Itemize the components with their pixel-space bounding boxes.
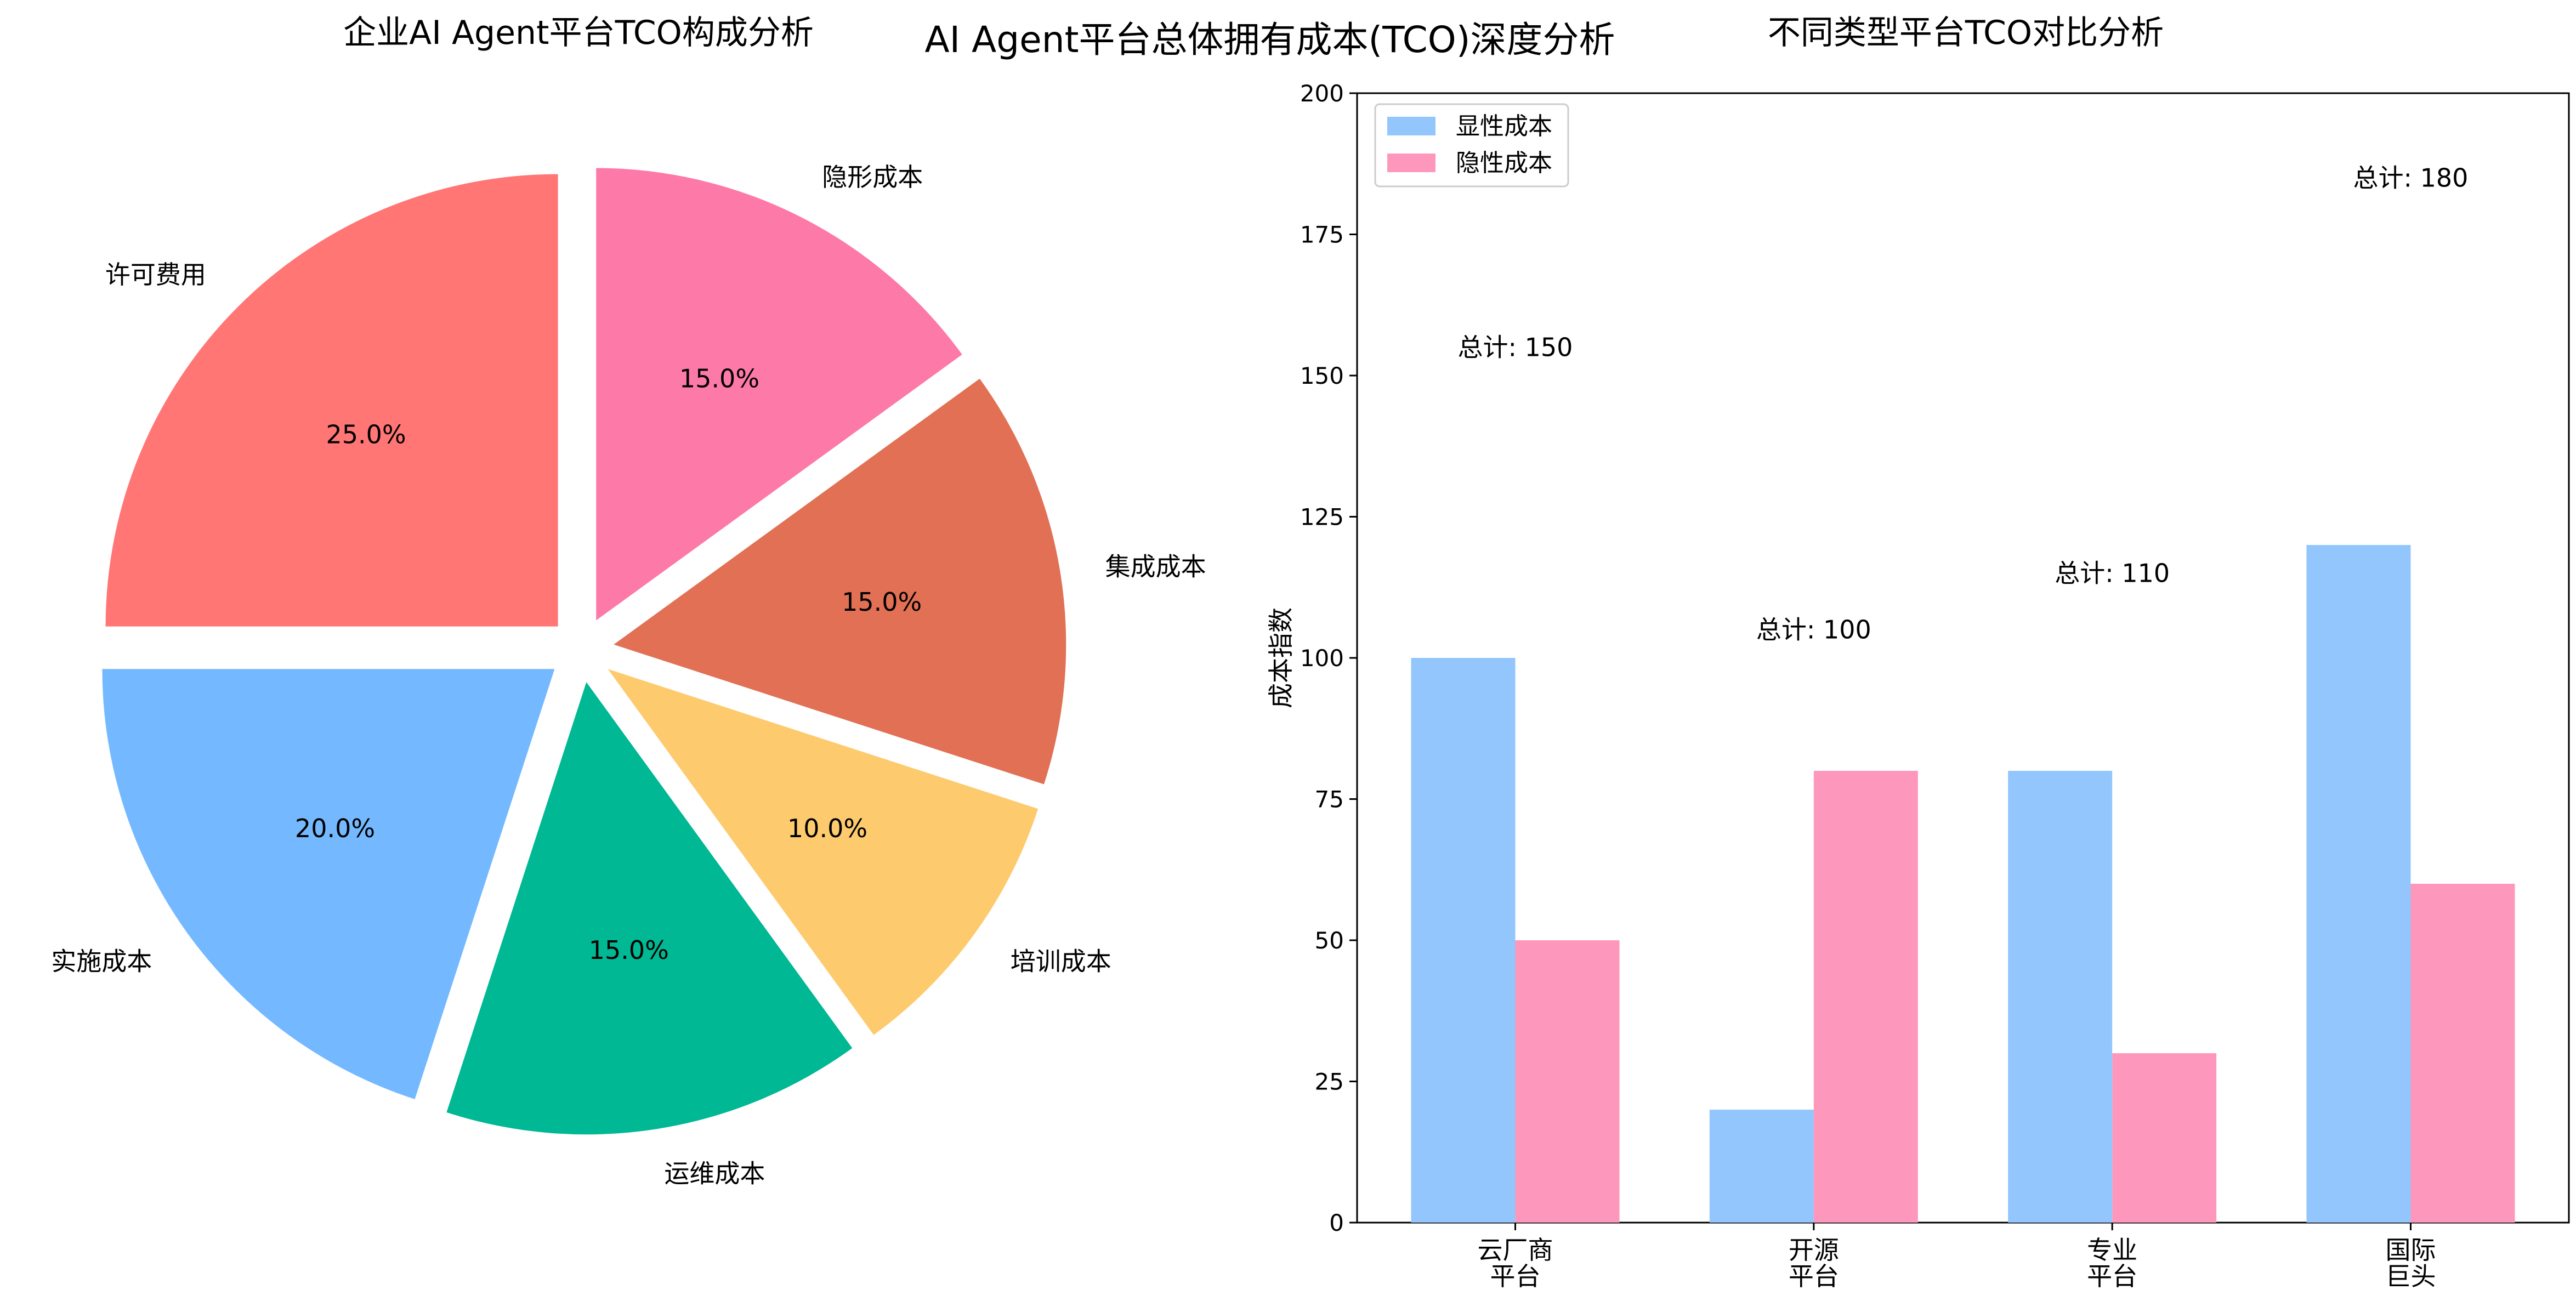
pie-slice-label: 许可费用: [105, 260, 206, 289]
pie-slice-5: [614, 378, 1066, 785]
bar-explicit-3: [2008, 771, 2113, 1223]
x-tick-label: 开源: [1789, 1235, 1839, 1265]
y-tick-label: 25: [1315, 1069, 1344, 1095]
legend-label-hidden: 隐性成本: [1456, 149, 1552, 177]
x-tick-label: 平台: [1490, 1262, 1540, 1291]
x-tick-label: 专业: [2087, 1235, 2137, 1265]
legend-label-explicit: 显性成本: [1456, 112, 1552, 140]
pie-slice-label: 培训成本: [1011, 947, 1111, 976]
bar-hidden-3: [2112, 1053, 2217, 1223]
pie-slice-3: [446, 682, 853, 1135]
y-tick-label: 200: [1300, 80, 1344, 107]
bar-hidden-1: [1515, 940, 1620, 1223]
bar-hidden-4: [2410, 884, 2515, 1223]
bar-explicit-2: [1709, 1110, 1814, 1223]
pie-title: 企业AI Agent平台TCO构成分析: [343, 14, 814, 52]
pie-chart: 企业AI Agent平台TCO构成分析 25.0% 许可费用 20.0% 实施成本 15…: [51, 14, 1206, 1189]
x-tick-label: 国际: [2386, 1235, 2436, 1265]
total-label: 总计: 150: [1458, 333, 1573, 362]
y-tick-label: 125: [1300, 504, 1344, 531]
y-tick-label: 100: [1300, 645, 1344, 672]
legend-swatch-explicit: [1387, 117, 1435, 135]
pie-slice-label: 集成成本: [1105, 552, 1206, 582]
pie-percent-label: 15.0%: [842, 587, 922, 617]
bar-chart: 不同类型平台TCO对比分析 0 25 50 75 100 125 150 175 200 云厂商…: [1266, 14, 2570, 1291]
x-tick-label: 云厂商: [1477, 1235, 1553, 1265]
y-tick-label: 50: [1315, 927, 1344, 954]
pie-slice-4: [608, 669, 1039, 1035]
x-tick-label: 平台: [1789, 1262, 1839, 1291]
y-axis-label: 成本指数: [1266, 607, 1296, 708]
total-label: 总计: 100: [1756, 615, 1871, 645]
pie-percent-label: 15.0%: [679, 363, 759, 393]
pie-slice-label: 隐形成本: [822, 162, 923, 192]
y-tick-label: 75: [1315, 786, 1344, 813]
pie-percent-label: 15.0%: [589, 935, 669, 965]
pie-slice-6: [596, 168, 962, 621]
pie-slice-label: 运维成本: [664, 1159, 765, 1189]
total-labels: 总计: 150 总计: 100 总计: 110 总计: 180: [1458, 163, 2469, 645]
figure-title: AI Agent平台总体拥有成本(TCO)深度分析: [925, 19, 1615, 61]
pie-percent-label: 10.0%: [787, 814, 867, 843]
x-tick-label: 巨头: [2386, 1262, 2436, 1291]
y-tick-label: 175: [1300, 221, 1344, 248]
x-tick-label: 平台: [2087, 1262, 2137, 1291]
pie-slice-1: [105, 174, 558, 627]
pie-slice-2: [102, 669, 555, 1099]
pie-slice-label: 实施成本: [51, 947, 152, 976]
bar-title: 不同类型平台TCO对比分析: [1768, 14, 2164, 52]
bar-explicit-1: [1411, 658, 1516, 1223]
bar-hidden-2: [1813, 771, 1918, 1223]
y-tick-label: 0: [1329, 1209, 1344, 1236]
pie-percent-label: 25.0%: [326, 420, 406, 450]
pie-slices: 25.0% 许可费用 20.0% 实施成本 15.0% 运维成本 10.0% 培训成本 15.0…: [51, 162, 1206, 1189]
pie-percent-label: 20.0%: [295, 814, 375, 843]
bars: [1411, 545, 2515, 1223]
legend: 显性成本 隐性成本: [1374, 103, 1569, 188]
y-axis: 0 25 50 75 100 125 150 175 200: [1300, 80, 1357, 1236]
bar-explicit-4: [2306, 545, 2411, 1223]
total-label: 总计: 180: [2353, 163, 2469, 193]
y-tick-label: 150: [1300, 362, 1344, 389]
legend-swatch-hidden: [1387, 154, 1435, 172]
total-label: 总计: 110: [2055, 559, 2170, 588]
